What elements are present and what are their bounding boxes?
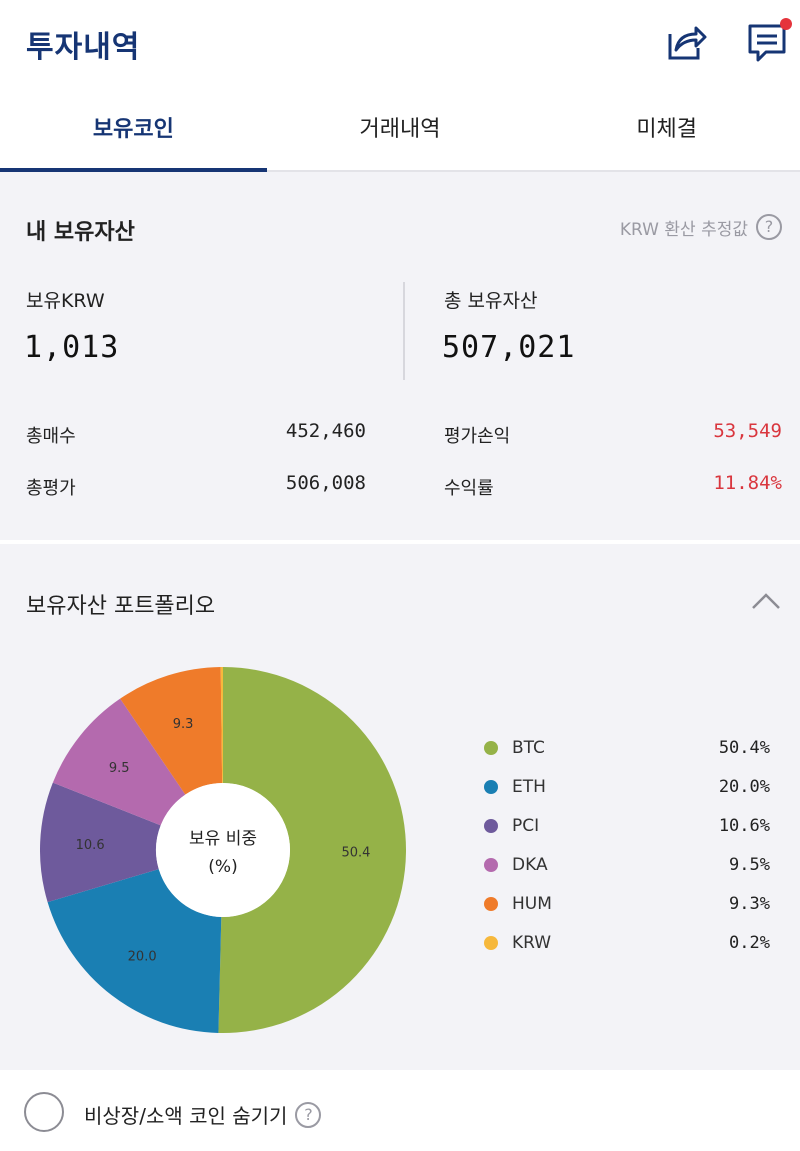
slice-label-eth: 20.0 [128, 950, 157, 965]
legend-dot [484, 740, 498, 755]
return-value: 11.84% [713, 472, 782, 494]
legend-name: ETH [512, 776, 546, 797]
message-icon [748, 24, 786, 62]
legend-percent: 9.5% [729, 854, 770, 875]
messages-button[interactable] [746, 18, 792, 64]
page-title: 투자내역 [26, 30, 141, 65]
help-icon[interactable]: ? [756, 214, 782, 240]
legend-percent: 50.4% [718, 737, 770, 758]
return-label: 수익률 [444, 478, 494, 499]
legend-name: DKA [512, 854, 548, 875]
tab-unfilled[interactable]: 미체결 [636, 117, 698, 142]
legend-percent: 20.0% [718, 776, 770, 797]
legend-item-krw: KRW 0.2% [480, 923, 780, 962]
slice-hum [120, 667, 223, 795]
legend-item-hum: HUM 9.3% [480, 884, 780, 923]
donut-center-label: 보유 비중 [189, 829, 257, 849]
portfolio-section: 보유자산 포트폴리오 50.4 20.0 10.6 9.5 9.3 보유 비중 (%) BT… [0, 544, 800, 1070]
tab-holdings[interactable]: 보유코인 [0, 90, 267, 172]
chevron-up-icon [752, 593, 780, 609]
share-icon [668, 26, 707, 60]
slice-dka [52, 698, 186, 826]
chart-legend: BTC 50.4% ETH 20.0% PCI 10.6% DKA 9.5% HUM 9.3% KR… [480, 728, 780, 962]
slice-label-hum: 9.3 [173, 717, 194, 732]
legend-dot [484, 935, 498, 950]
slice-label-dka: 9.5 [109, 761, 130, 776]
total-buy-value: 452,460 [285, 420, 366, 442]
slice-btc [218, 667, 406, 1033]
legend-dot [484, 779, 498, 794]
slice-pci [40, 782, 161, 903]
held-krw-label: 보유KRW [26, 290, 105, 312]
slice-label-pci: 10.6 [76, 838, 105, 853]
krw-note-label: KRW 환산 추정값 [619, 219, 748, 240]
slice-eth [47, 869, 222, 1033]
slice-label-btc: 50.4 [342, 846, 371, 861]
legend-percent: 0.2% [729, 932, 770, 953]
notification-dot [780, 18, 792, 30]
total-assets-label: 총 보유자산 [444, 290, 538, 312]
hide-small-coins-radio[interactable] [24, 1092, 64, 1132]
help-icon[interactable]: ? [295, 1101, 322, 1128]
legend-item-btc: BTC 50.4% [480, 728, 780, 767]
legend-item-pci: PCI 10.6% [480, 806, 780, 845]
legend-name: HUM [512, 893, 552, 914]
legend-dot [484, 857, 498, 872]
total-eval-label: 총평가 [26, 478, 76, 499]
bottom-options: 비상장/소액 코인 숨기기 ? [0, 1070, 800, 1151]
hide-small-coins-option[interactable]: 비상장/소액 코인 숨기기 ? [84, 1100, 322, 1129]
section-title: 내 보유자산 [26, 220, 135, 245]
divider [403, 282, 405, 380]
legend-item-dka: DKA 9.5% [480, 845, 780, 884]
share-button[interactable] [664, 20, 708, 64]
total-eval-value: 506,008 [285, 472, 366, 494]
my-assets-section: 내 보유자산 KRW 환산 추정값 ? 보유KRW 1,013 총 보유자산 5… [0, 172, 800, 540]
hide-small-coins-label: 비상장/소액 코인 숨기기 [84, 1104, 288, 1128]
total-assets-value: 507,021 [442, 330, 576, 365]
pnl-label: 평가손익 [444, 426, 511, 447]
app-header: 투자내역 [0, 0, 800, 90]
legend-dot [484, 818, 498, 833]
donut-center-unit: (%) [208, 857, 237, 877]
section-separator [0, 540, 800, 544]
krw-estimate-note[interactable]: KRW 환산 추정값 ? [620, 214, 782, 240]
legend-percent: 10.6% [718, 815, 770, 836]
portfolio-donut-chart: 50.4 20.0 10.6 9.5 9.3 보유 비중 (%) [40, 667, 406, 1033]
legend-name: PCI [512, 815, 540, 836]
legend-name: KRW [512, 932, 552, 953]
tab-transactions[interactable]: 거래내역 [359, 117, 441, 142]
held-krw-value: 1,013 [24, 330, 120, 365]
legend-dot [484, 896, 498, 911]
pnl-value: 53,549 [713, 420, 782, 442]
total-buy-label: 총매수 [26, 426, 76, 447]
portfolio-title: 보유자산 포트폴리오 [26, 594, 216, 619]
tab-bar: 보유코인 거래내역 미체결 [0, 90, 800, 172]
slice-krw [220, 667, 223, 784]
legend-name: BTC [512, 737, 545, 758]
legend-percent: 9.3% [729, 893, 770, 914]
legend-item-eth: ETH 20.0% [480, 767, 780, 806]
collapse-button[interactable] [750, 590, 782, 612]
donut-hole [156, 783, 290, 917]
